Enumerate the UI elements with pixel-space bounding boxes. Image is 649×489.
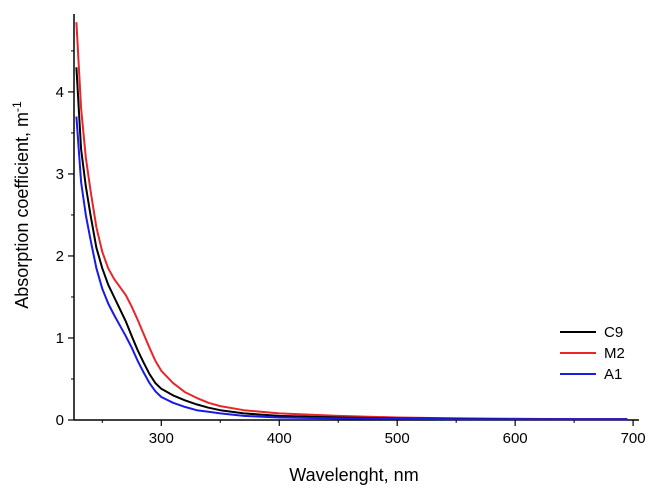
x-axis-ticks: 300 400 500 600 700 <box>101 420 646 447</box>
y-tick-label: 1 <box>56 330 64 347</box>
legend-label-m2: M2 <box>604 345 625 362</box>
x-tick-label: 500 <box>385 430 410 447</box>
x-tick-label: 300 <box>149 430 174 447</box>
y-tick-label: 2 <box>56 248 64 265</box>
legend-label-a1: A1 <box>604 366 622 383</box>
series-layer <box>75 22 628 421</box>
series-line-m2 <box>75 22 628 421</box>
y-axis-ticks: 0 1 2 3 4 <box>56 50 74 429</box>
y-axis-title: Absorption coefficient, m-1 <box>10 101 32 309</box>
x-tick-label: 400 <box>267 430 292 447</box>
x-axis-title: Wavelenght, nm <box>289 465 418 485</box>
legend: C9 M2 A1 <box>560 324 625 383</box>
x-tick-label: 600 <box>503 430 528 447</box>
y-axis-title-main: Absorption coefficient, m <box>12 112 32 309</box>
x-tick-label: 700 <box>621 430 646 447</box>
y-axis-title-superscript: -1 <box>10 101 24 112</box>
y-tick-label: 4 <box>56 84 64 101</box>
y-tick-label: 0 <box>56 412 64 429</box>
series-line-a1 <box>75 116 628 421</box>
y-tick-label: 3 <box>56 166 64 183</box>
legend-label-c9: C9 <box>604 324 623 341</box>
plot-frame <box>73 14 639 421</box>
